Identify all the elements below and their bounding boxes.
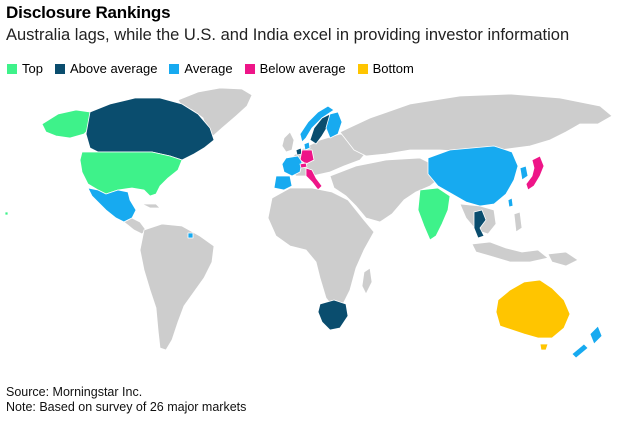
map-south-africa[interactable] xyxy=(317,299,349,331)
map-middle-east xyxy=(329,157,441,223)
map-canada[interactable] xyxy=(85,97,215,161)
legend-label-above-average: Above average xyxy=(69,61,158,76)
map-korea[interactable] xyxy=(519,165,529,181)
map-japan[interactable] xyxy=(525,155,545,191)
map-norway[interactable] xyxy=(299,105,335,143)
map-south-america xyxy=(139,223,215,351)
legend-item-above-average: Above average xyxy=(54,61,158,76)
map-mexico[interactable] xyxy=(87,187,137,223)
map-denmark[interactable] xyxy=(303,141,311,151)
map-taiwan[interactable] xyxy=(507,197,514,208)
map-australia[interactable] xyxy=(495,279,571,339)
map-spain[interactable] xyxy=(273,175,293,191)
map-united-states[interactable] xyxy=(79,151,183,197)
map-new-zealand-south[interactable] xyxy=(571,343,589,359)
legend-swatch-average xyxy=(169,63,180,74)
legend: Top Above average Average Below average … xyxy=(7,61,426,76)
map-uk xyxy=(281,131,295,153)
map-alaska[interactable] xyxy=(41,109,93,139)
chart-title: Disclosure Rankings xyxy=(6,3,171,22)
map-tasmania[interactable] xyxy=(539,343,549,351)
map-switzerland[interactable] xyxy=(299,162,308,169)
map-caribbean xyxy=(141,203,161,209)
legend-swatch-below-average xyxy=(244,63,255,74)
legend-label-average: Average xyxy=(184,61,233,76)
map-finland[interactable] xyxy=(325,111,343,139)
map-france[interactable] xyxy=(281,155,303,177)
legend-item-bottom: Bottom xyxy=(357,61,414,76)
footer: Source: Morningstar Inc. Note: Based on … xyxy=(6,385,246,415)
map-india[interactable] xyxy=(417,187,451,241)
chart-subtitle: Australia lags, while the U.S. and India… xyxy=(6,26,570,44)
legend-item-average: Average xyxy=(169,61,233,76)
map-new-zealand[interactable] xyxy=(589,325,603,345)
survey-note: Note: Based on survey of 26 major market… xyxy=(6,400,247,414)
legend-swatch-above-average xyxy=(54,63,65,74)
map-germany[interactable] xyxy=(299,149,315,165)
legend-swatch-top xyxy=(7,63,17,74)
map-central-america xyxy=(123,217,147,235)
legend-item-below-average: Below average xyxy=(244,61,346,76)
legend-label-bottom: Bottom xyxy=(372,61,414,76)
map-china[interactable] xyxy=(427,145,519,207)
source-note: Source: Morningstar Inc. xyxy=(6,385,143,399)
map-africa xyxy=(267,187,375,309)
map-french-guiana xyxy=(187,232,194,239)
legend-item-top: Top xyxy=(7,61,43,76)
legend-label-below-average: Below average xyxy=(259,61,346,76)
map-hawaii xyxy=(4,211,9,216)
map-philippines xyxy=(513,211,523,233)
legend-label-top: Top xyxy=(22,61,43,76)
map-indonesia xyxy=(471,241,549,263)
map-russia xyxy=(339,93,613,157)
map-thailand[interactable] xyxy=(473,209,487,239)
map-madagascar xyxy=(361,267,373,295)
map-papua xyxy=(547,251,579,267)
legend-swatch-bottom xyxy=(357,63,368,74)
world-map xyxy=(4,87,613,359)
map-italy[interactable] xyxy=(305,167,323,191)
